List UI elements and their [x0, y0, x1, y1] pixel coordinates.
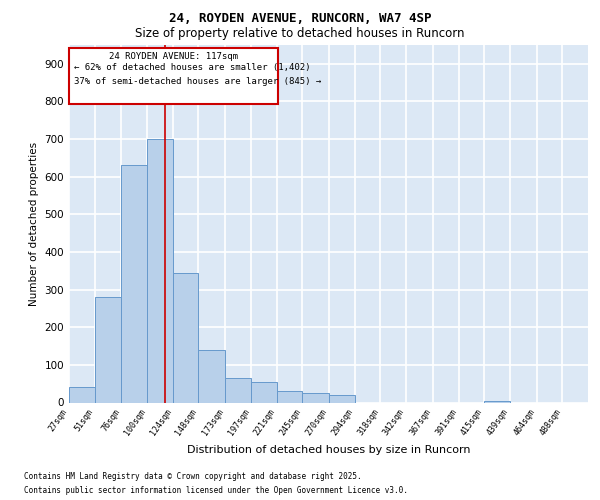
Bar [121, 166, 147, 402]
Text: ← 62% of detached houses are smaller (1,402): ← 62% of detached houses are smaller (1,… [74, 64, 311, 72]
Bar [329, 395, 355, 402]
Text: 24, ROYDEN AVENUE, RUNCORN, WA7 4SP: 24, ROYDEN AVENUE, RUNCORN, WA7 4SP [169, 12, 431, 26]
FancyBboxPatch shape [69, 48, 278, 104]
Bar [302, 393, 329, 402]
Bar [95, 297, 121, 403]
Text: 24 ROYDEN AVENUE: 117sqm: 24 ROYDEN AVENUE: 117sqm [109, 52, 238, 61]
Bar [484, 400, 510, 402]
Bar [199, 350, 225, 403]
Text: Contains public sector information licensed under the Open Government Licence v3: Contains public sector information licen… [24, 486, 408, 495]
Y-axis label: Number of detached properties: Number of detached properties [29, 142, 39, 306]
X-axis label: Distribution of detached houses by size in Runcorn: Distribution of detached houses by size … [187, 446, 470, 456]
Text: 37% of semi-detached houses are larger (845) →: 37% of semi-detached houses are larger (… [74, 76, 322, 86]
Bar [69, 388, 95, 402]
Bar [277, 391, 302, 402]
Bar [251, 382, 277, 402]
Text: Size of property relative to detached houses in Runcorn: Size of property relative to detached ho… [135, 28, 465, 40]
Text: Contains HM Land Registry data © Crown copyright and database right 2025.: Contains HM Land Registry data © Crown c… [24, 472, 362, 481]
Bar [225, 378, 251, 402]
Bar [147, 139, 173, 402]
Bar [173, 272, 199, 402]
